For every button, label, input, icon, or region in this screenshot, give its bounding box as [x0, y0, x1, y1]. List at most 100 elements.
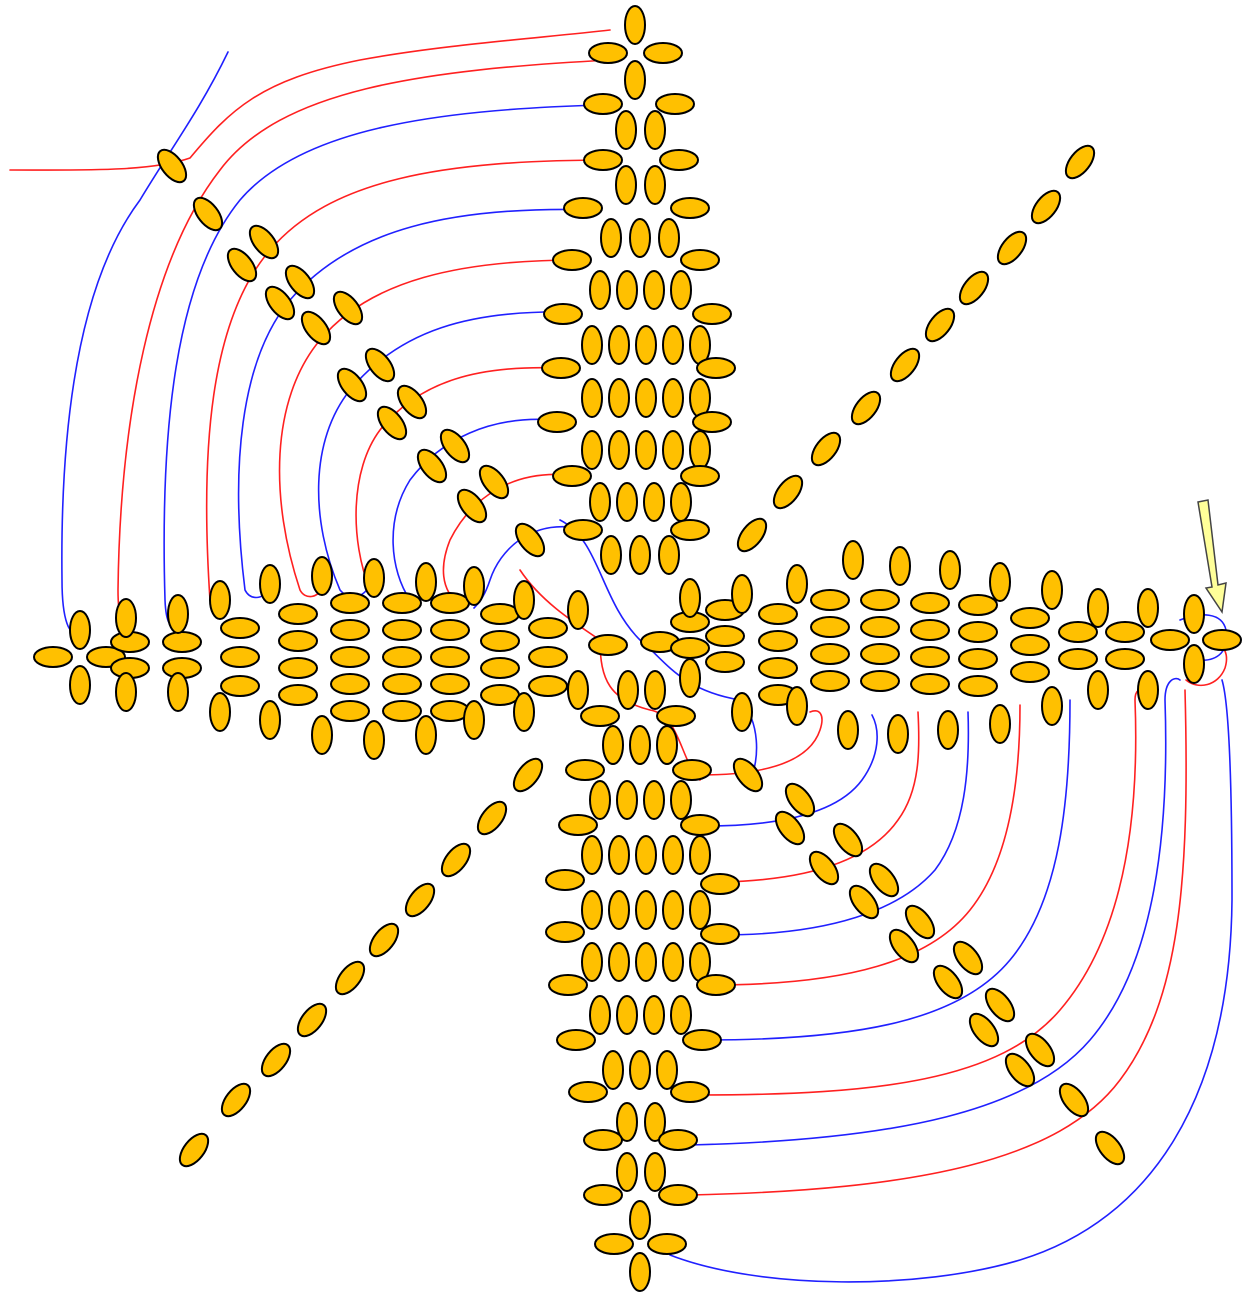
arm-bead-left	[260, 565, 280, 603]
arm-bead-right	[787, 565, 807, 603]
arm-bead-right	[811, 590, 849, 610]
arm-bead-left	[163, 632, 201, 652]
arm-bead-up	[656, 94, 694, 114]
arm-bead-down	[671, 996, 691, 1034]
arm-bead-left	[464, 701, 484, 739]
diagonal-bead-top-left	[332, 364, 371, 406]
arm-bead-left	[210, 693, 230, 731]
arm-bead-left	[331, 701, 369, 721]
arm-bead-right	[811, 671, 849, 691]
arm-bead-right	[732, 575, 752, 613]
arm-bead-left	[279, 604, 317, 624]
arm-bead-left	[312, 557, 332, 595]
arm-bead-right	[680, 659, 700, 697]
arm-bead-up	[671, 483, 691, 521]
arm-bead-down	[690, 836, 710, 874]
arm-bead-left	[383, 674, 421, 694]
arm-bead-down	[617, 781, 637, 819]
arm-bead-right	[1088, 671, 1108, 709]
arm-bead-down	[566, 760, 604, 780]
arm-bead-up	[582, 326, 602, 364]
center-bead	[568, 591, 588, 629]
diagonal-bead-bottom-left	[256, 1039, 295, 1081]
diagonal-bead-top-left	[222, 244, 261, 286]
arm-bead-left	[416, 716, 436, 754]
diagonal-bead-bottom-left	[472, 797, 511, 839]
diagonal-bead-bottom-right	[728, 754, 767, 796]
arm-bead-up	[584, 94, 622, 114]
diagonal-bead-top-right	[885, 344, 924, 386]
arm-bead-down	[683, 1030, 721, 1050]
diagonal-bead-bottom-right	[828, 819, 867, 861]
flower-bead	[1184, 645, 1204, 683]
arm-bead-down	[546, 870, 584, 890]
arm-bead-right	[671, 638, 709, 658]
arm-bead-down	[644, 996, 664, 1034]
thread-red	[207, 160, 612, 600]
arm-bead-up	[690, 379, 710, 417]
arm-bead-down	[701, 924, 739, 944]
arm-bead-right	[911, 620, 949, 640]
arm-bead-up	[582, 431, 602, 469]
arm-bead-left	[481, 631, 519, 651]
arm-bead-left	[312, 716, 332, 754]
diagonal-bead-top-left	[188, 193, 227, 235]
arm-bead-up	[590, 483, 610, 521]
arm-bead-left	[383, 593, 421, 613]
arm-bead-up	[582, 379, 602, 417]
diagonal-bead-top-left	[510, 519, 549, 561]
arm-bead-right	[911, 593, 949, 613]
arm-bead-right	[787, 687, 807, 725]
diagonal-bead-top-right	[732, 514, 771, 556]
arm-bead-up	[681, 466, 719, 486]
arm-bead-left	[260, 701, 280, 739]
arm-bead-right	[911, 674, 949, 694]
arm-bead-right	[680, 579, 700, 617]
diagonal-bead-bottom-left	[364, 919, 403, 961]
flower-bead	[625, 61, 645, 99]
arm-bead-left	[116, 673, 136, 711]
arm-bead-down	[546, 922, 584, 942]
arm-bead-down	[681, 815, 719, 835]
start-arrow-icon	[1198, 500, 1226, 612]
diagonal-bead-top-right	[992, 227, 1031, 269]
arm-bead-left	[431, 674, 469, 694]
arm-bead-right	[838, 711, 858, 749]
diagonal-bead-top-left	[328, 287, 367, 329]
arm-bead-right	[959, 649, 997, 669]
arm-bead-up	[693, 412, 731, 432]
arm-bead-down	[581, 706, 619, 726]
arm-bead-up	[663, 379, 683, 417]
arm-bead-down	[582, 836, 602, 874]
arm-bead-left	[416, 563, 436, 601]
arm-bead-left	[431, 647, 469, 667]
arm-bead-right	[890, 547, 910, 585]
flower-bead	[644, 43, 682, 63]
thread-red	[10, 30, 610, 170]
arm-bead-down	[663, 891, 683, 929]
arm-bead-right	[1059, 649, 1097, 669]
arm-bead-down	[645, 671, 665, 709]
arm-bead-down	[636, 891, 656, 929]
arm-bead-right	[959, 622, 997, 642]
diagonal-bead-bottom-left	[174, 1129, 213, 1171]
flower-bead	[1184, 595, 1204, 633]
arm-bead-right	[861, 617, 899, 637]
arm-bead-right	[759, 631, 797, 651]
arm-bead-down	[636, 943, 656, 981]
flower-bead	[648, 1234, 686, 1254]
arm-bead-up	[671, 198, 709, 218]
arm-bead-up	[564, 520, 602, 540]
arm-bead-down	[663, 836, 683, 874]
arm-bead-down	[663, 943, 683, 981]
flower-bead	[589, 43, 627, 63]
diagonal-bead-top-right	[768, 471, 807, 513]
arm-bead-down	[559, 815, 597, 835]
arm-bead-left	[279, 658, 317, 678]
arm-bead-down	[701, 874, 739, 894]
center-bead	[568, 671, 588, 709]
diagonal-bead-top-left	[452, 485, 491, 527]
arm-bead-right	[1106, 622, 1144, 642]
arm-bead-down	[590, 781, 610, 819]
arm-bead-down	[645, 1153, 665, 1191]
